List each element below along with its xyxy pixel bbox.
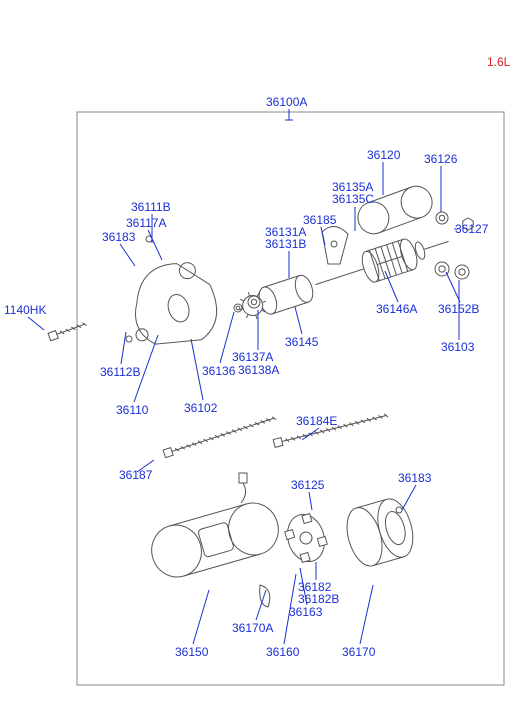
- callout-36152B: 36152B: [438, 302, 479, 316]
- callout-36163: 36163: [289, 605, 322, 619]
- callout-36110: 36110: [116, 403, 148, 417]
- callout-engine: 1.6L: [487, 55, 510, 69]
- callout-36150: 36150: [175, 645, 208, 659]
- callout-36170A: 36170A: [232, 621, 273, 635]
- callout-36160: 36160: [266, 645, 299, 659]
- callout-36184E: 36184E: [296, 414, 337, 428]
- callout-36125: 36125: [291, 478, 324, 492]
- callout-36103: 36103: [441, 340, 474, 354]
- callout-36127: 36127: [455, 222, 488, 236]
- callout-36187: 36187: [119, 468, 152, 482]
- callout-36102: 36102: [184, 401, 217, 415]
- callout-1140HK: 1140HK: [4, 303, 46, 317]
- callout-36182B: 36182B: [298, 592, 339, 606]
- callout-36170: 36170: [342, 645, 375, 659]
- callout-36145: 36145: [285, 335, 318, 349]
- callout-36111B: 36111B: [131, 200, 171, 214]
- callout-36120: 36120: [367, 148, 400, 162]
- callout-36183b: 36183: [398, 471, 431, 485]
- callout-36137A: 36137A: [232, 350, 273, 364]
- callout-36112B: 36112B: [100, 365, 140, 379]
- callout-36136: 36136: [202, 364, 235, 378]
- callout-36183: 36183: [102, 230, 135, 244]
- callout-36100A: 36100A: [266, 95, 307, 109]
- callout-36131B: 36131B: [265, 237, 306, 251]
- callout-36117A: 36117A: [126, 216, 166, 230]
- callout-36126: 36126: [424, 152, 457, 166]
- callout-36135C: 36135C: [332, 192, 374, 206]
- callout-36146A: 36146A: [376, 302, 417, 316]
- callout-36138A: 36138A: [238, 363, 279, 377]
- callout-36185: 36185: [303, 213, 336, 227]
